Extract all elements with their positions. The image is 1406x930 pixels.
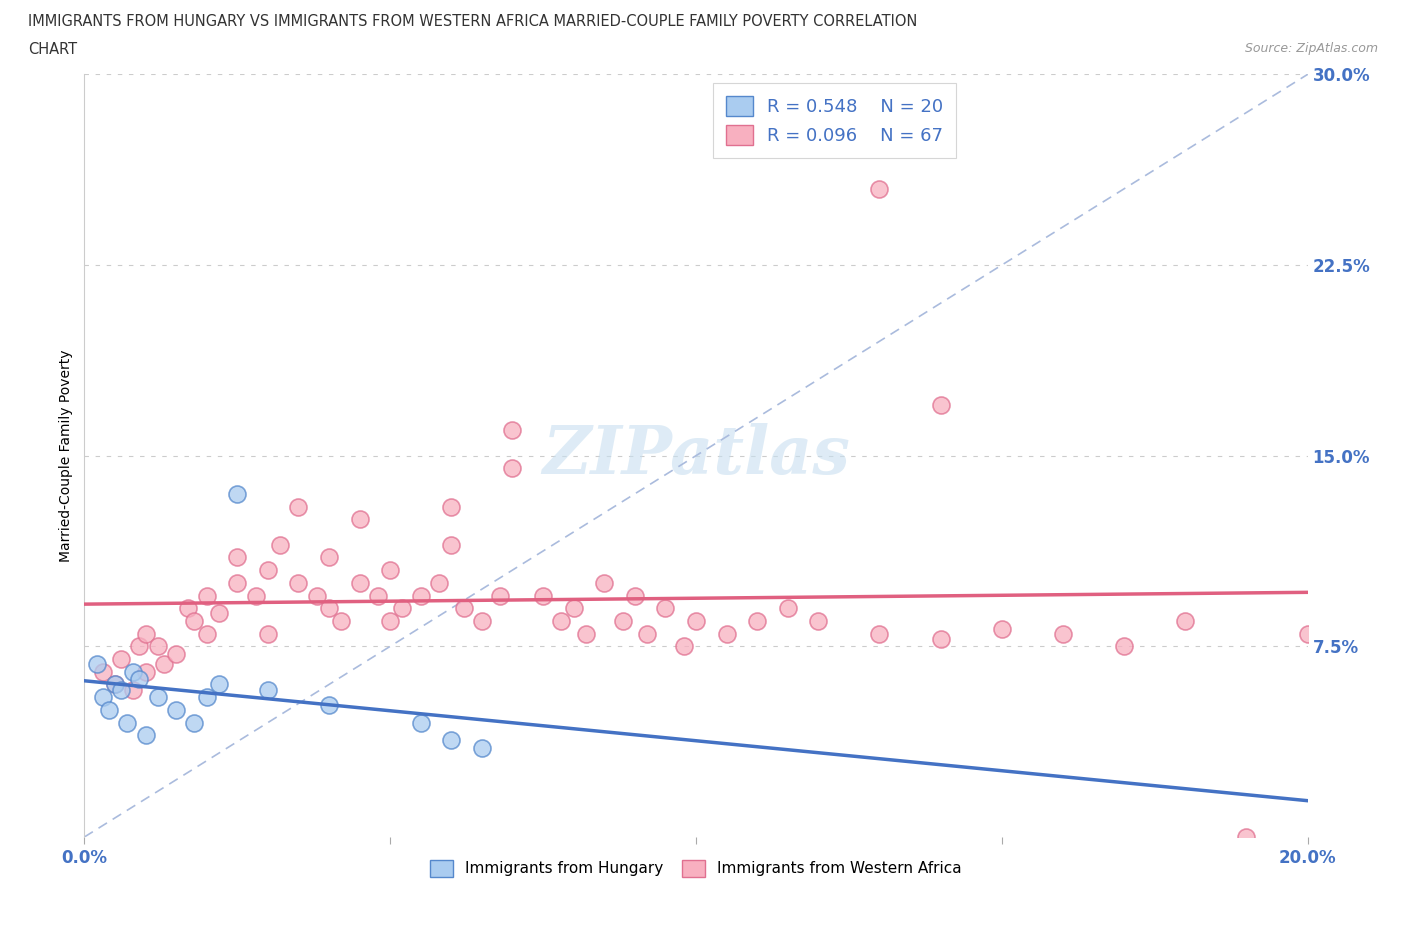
Point <box>146 690 169 705</box>
Point <box>380 614 402 629</box>
Point <box>367 588 389 603</box>
Point <box>453 601 475 616</box>
Point <box>257 682 280 697</box>
Point <box>110 682 132 697</box>
Point <box>624 588 647 603</box>
Point <box>427 576 450 591</box>
Point <box>128 672 150 687</box>
Point <box>807 614 830 629</box>
Point <box>226 550 249 565</box>
Point <box>747 614 769 629</box>
Point <box>153 657 176 671</box>
Point <box>440 499 463 514</box>
Point <box>226 576 249 591</box>
Point <box>409 715 432 730</box>
Point <box>471 740 494 755</box>
Point <box>929 397 952 412</box>
Point <box>471 614 494 629</box>
Point <box>1114 639 1136 654</box>
Point <box>391 601 413 616</box>
Point <box>86 657 108 671</box>
Point <box>257 563 280 578</box>
Point <box>183 715 205 730</box>
Point <box>929 631 952 646</box>
Point <box>208 677 231 692</box>
Point <box>104 677 127 692</box>
Point <box>502 423 524 438</box>
Point <box>869 181 891 196</box>
Point <box>122 664 145 679</box>
Point <box>287 499 309 514</box>
Point <box>489 588 512 603</box>
Point <box>869 626 891 641</box>
Point <box>440 733 463 748</box>
Point <box>104 677 127 692</box>
Point <box>208 605 231 620</box>
Point <box>165 702 187 717</box>
Point <box>593 576 616 591</box>
Point <box>97 702 120 717</box>
Point <box>91 690 114 705</box>
Point <box>636 626 658 641</box>
Text: ZIPatlas: ZIPatlas <box>543 423 849 488</box>
Point <box>305 588 328 603</box>
Point <box>195 690 218 705</box>
Text: IMMIGRANTS FROM HUNGARY VS IMMIGRANTS FROM WESTERN AFRICA MARRIED-COUPLE FAMILY : IMMIGRANTS FROM HUNGARY VS IMMIGRANTS FR… <box>28 14 918 29</box>
Point <box>380 563 402 578</box>
Point <box>575 626 598 641</box>
Point <box>349 512 371 526</box>
Point <box>135 626 157 641</box>
Y-axis label: Married-Couple Family Poverty: Married-Couple Family Poverty <box>59 350 73 562</box>
Point <box>1052 626 1074 641</box>
Text: Source: ZipAtlas.com: Source: ZipAtlas.com <box>1244 42 1378 55</box>
Point <box>128 639 150 654</box>
Legend: Immigrants from Hungary, Immigrants from Western Africa: Immigrants from Hungary, Immigrants from… <box>425 854 967 883</box>
Point <box>612 614 634 629</box>
Point <box>531 588 554 603</box>
Point <box>654 601 676 616</box>
Point <box>318 550 340 565</box>
Point <box>502 461 524 476</box>
Point <box>146 639 169 654</box>
Point <box>440 538 463 552</box>
Point <box>135 664 157 679</box>
Point <box>110 652 132 667</box>
Point <box>195 588 218 603</box>
Point <box>991 621 1014 636</box>
Point <box>195 626 218 641</box>
Point <box>122 682 145 697</box>
Point <box>226 486 249 501</box>
Point <box>269 538 291 552</box>
Text: CHART: CHART <box>28 42 77 57</box>
Point <box>672 639 695 654</box>
Point <box>257 626 280 641</box>
Point <box>318 601 340 616</box>
Point <box>409 588 432 603</box>
Point <box>165 646 187 661</box>
Point <box>685 614 707 629</box>
Point <box>115 715 138 730</box>
Point <box>177 601 200 616</box>
Point <box>1296 626 1319 641</box>
Point <box>318 698 340 712</box>
Point <box>245 588 267 603</box>
Point <box>776 601 799 616</box>
Point <box>349 576 371 591</box>
Point <box>135 728 157 743</box>
Point <box>1236 830 1258 844</box>
Point <box>716 626 738 641</box>
Point <box>550 614 572 629</box>
Point <box>330 614 353 629</box>
Point <box>1174 614 1197 629</box>
Point <box>183 614 205 629</box>
Point <box>287 576 309 591</box>
Point <box>562 601 585 616</box>
Point <box>91 664 114 679</box>
